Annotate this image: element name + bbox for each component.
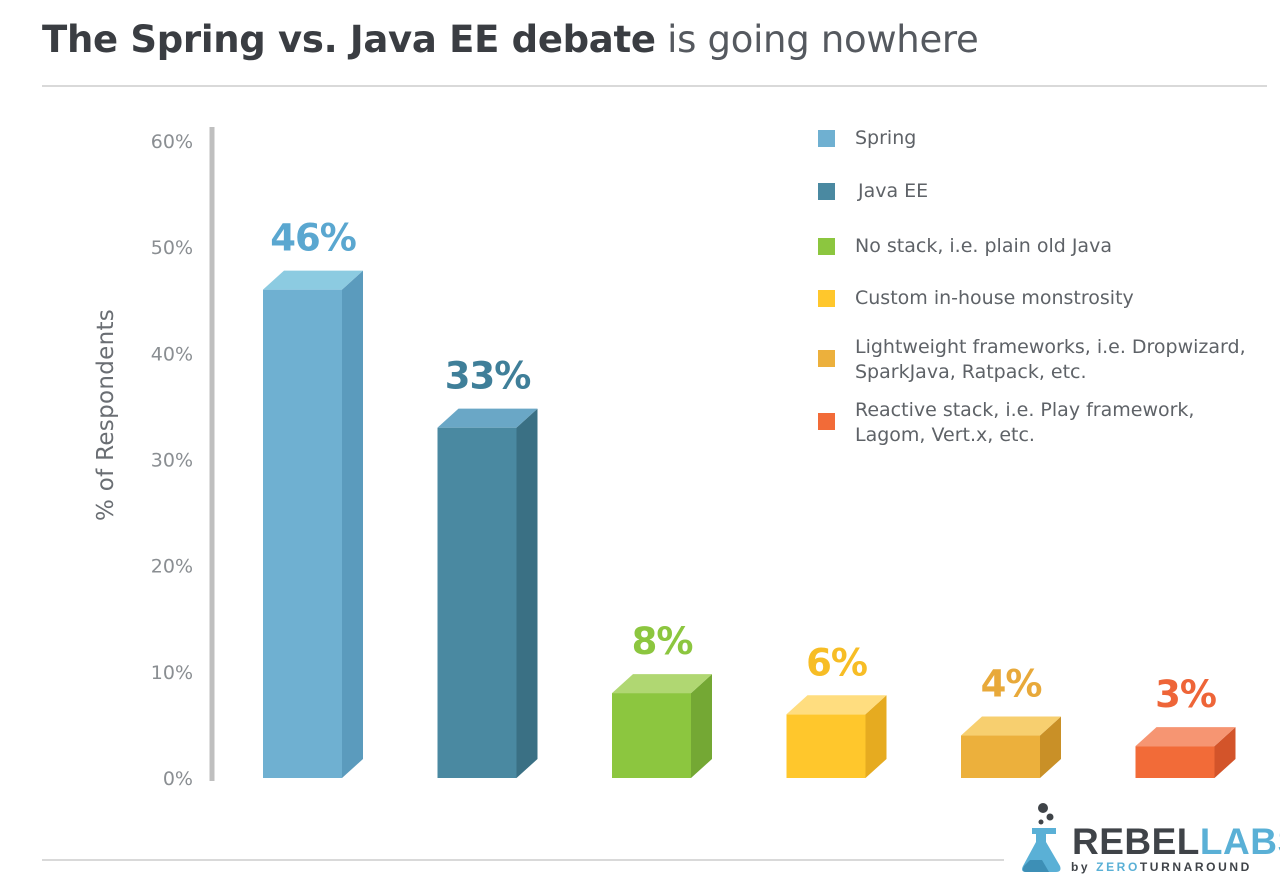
logo-labs: LABS bbox=[1199, 821, 1280, 862]
data-label: 8% bbox=[632, 620, 693, 663]
logo-by: by bbox=[1071, 860, 1097, 874]
legend-label: Lightweight frameworks, i.e. Dropwizard,… bbox=[855, 336, 1246, 383]
legend-swatch bbox=[818, 130, 835, 147]
legend-swatch bbox=[818, 290, 835, 307]
bar-side bbox=[516, 408, 538, 778]
bar-top bbox=[612, 674, 712, 694]
bar-side bbox=[691, 674, 712, 778]
bar-top bbox=[263, 270, 363, 290]
legend-label: Reactive stack, i.e. Play framework, Lag… bbox=[855, 399, 1195, 446]
bar-front bbox=[786, 714, 866, 778]
bar-front bbox=[437, 427, 517, 778]
data-label: 3% bbox=[1155, 673, 1216, 716]
logo-turnaround: TURNAROUND bbox=[1139, 860, 1252, 874]
y-tick-label: 60% bbox=[151, 131, 193, 153]
title-bold: The Spring vs. Java EE debate bbox=[42, 18, 656, 61]
bar-front bbox=[1135, 746, 1215, 778]
data-label: 6% bbox=[806, 641, 867, 684]
bar-front bbox=[961, 735, 1040, 778]
legend-swatch bbox=[818, 238, 835, 255]
logo-wordmark: REBELLABS bbox=[1072, 821, 1280, 863]
bottom-divider bbox=[42, 859, 1004, 861]
data-label: 33% bbox=[445, 355, 531, 398]
bar-top bbox=[786, 695, 887, 715]
data-label: 46% bbox=[270, 217, 356, 260]
title-rest: is going nowhere bbox=[667, 18, 979, 61]
bar-side bbox=[342, 270, 363, 778]
logo-byline: by ZEROTURNAROUND bbox=[1071, 860, 1252, 874]
legend-swatch bbox=[818, 350, 835, 367]
logo-zero: ZERO bbox=[1096, 860, 1140, 874]
flask-icon bbox=[1022, 803, 1061, 872]
y-tick-label: 0% bbox=[163, 768, 193, 790]
data-label: 4% bbox=[981, 663, 1042, 706]
legend-swatch bbox=[818, 183, 835, 200]
legend-label: No stack, i.e. plain old Java bbox=[855, 235, 1112, 257]
bar-top bbox=[1135, 727, 1236, 747]
bar-side bbox=[1214, 727, 1236, 778]
bar-front bbox=[612, 693, 691, 778]
legend-label: Custom in-house monstrosity bbox=[855, 287, 1134, 309]
bar-top bbox=[961, 716, 1061, 736]
rebellabs-logo: REBELLABS by ZEROTURNAROUND bbox=[1016, 800, 1280, 875]
y-tick-label: 30% bbox=[151, 450, 193, 472]
bar-front bbox=[263, 289, 342, 778]
chart-title: The Spring vs. Java EE debate is going n… bbox=[42, 16, 979, 64]
top-divider bbox=[42, 85, 1267, 87]
y-tick-label: 10% bbox=[151, 662, 193, 684]
y-tick-label: 20% bbox=[151, 556, 193, 578]
bar-top bbox=[437, 408, 538, 428]
legend-label: Spring bbox=[855, 127, 917, 149]
legend-label: Java EE bbox=[858, 180, 929, 202]
y-tick-label: 40% bbox=[151, 343, 193, 365]
bar-side bbox=[1040, 716, 1061, 778]
y-tick-label: 50% bbox=[151, 237, 193, 259]
logo-rebel: REBEL bbox=[1072, 821, 1200, 862]
legend-swatch bbox=[818, 413, 835, 430]
bar-side bbox=[865, 695, 887, 778]
